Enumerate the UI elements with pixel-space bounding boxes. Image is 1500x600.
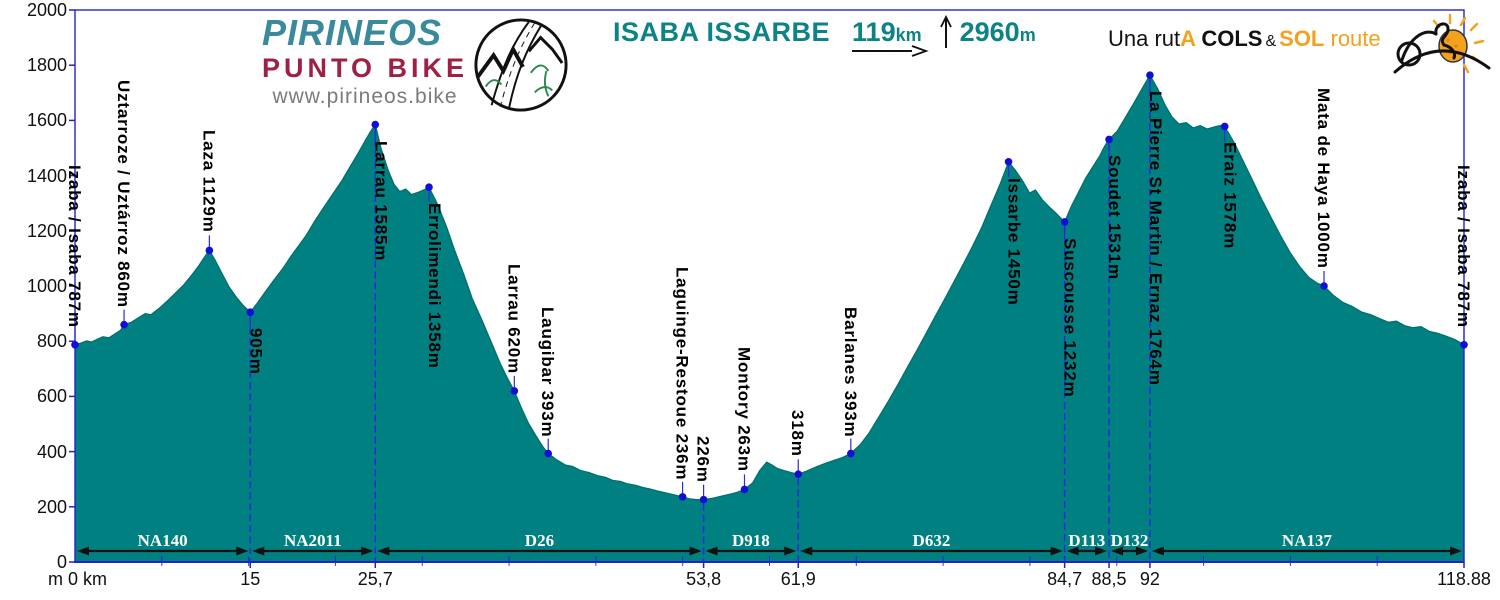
tagline-sol: SOL	[1279, 26, 1325, 51]
waypoint-marker	[1004, 158, 1013, 166]
waypoint-marker	[120, 320, 128, 329]
brand-name: PIRINEOS	[262, 12, 443, 53]
waypoint-marker	[699, 495, 708, 504]
waypoint-marker	[246, 308, 255, 317]
road-arrow-head-right	[1050, 546, 1063, 556]
road-arrow-head-right	[236, 546, 249, 556]
distance-unit: km	[895, 25, 922, 45]
road-arrow-head-right	[784, 546, 797, 556]
tagline-route: route	[1324, 26, 1381, 51]
elevation-gain-arrow-icon	[939, 15, 952, 48]
waypoint-marker	[794, 470, 803, 479]
waypoint-marker	[544, 449, 553, 458]
waypoint-marker	[425, 183, 433, 191]
tagline-accent-a: A	[1180, 26, 1196, 51]
waypoint-marker	[1060, 218, 1069, 226]
route-distance: 119km	[852, 17, 929, 57]
road-arrow-head-left	[705, 546, 718, 556]
road-arrow-head-left	[77, 546, 89, 556]
mountain-road-logo-icon	[474, 18, 568, 112]
road-arrow-head-left	[252, 546, 265, 556]
tagline-cols: COLS	[1195, 26, 1263, 51]
waypoint-marker	[1146, 71, 1154, 79]
road-arrow-head-left	[377, 546, 390, 556]
road-arrow-head-left	[1066, 546, 1079, 556]
route-title: ISABA ISSARBE	[613, 17, 831, 47]
road-arrow-head-right	[1135, 546, 1148, 556]
road-arrow-head-right	[1450, 546, 1462, 556]
brand-logo: PIRINEOS PUNTO BIKE www.pirineos.bike	[262, 14, 570, 114]
tagline-text: Una rut	[1108, 26, 1181, 51]
gain-value: 2960	[959, 17, 1020, 47]
road-arrow-head-right	[1095, 546, 1108, 556]
waypoint-marker	[1220, 122, 1229, 131]
road-arrow-head-right	[361, 546, 374, 556]
elevation-area	[75, 75, 1464, 562]
waypoint-marker	[740, 485, 749, 494]
waypoint-marker	[510, 387, 519, 395]
road-arrow-head-right	[689, 546, 702, 556]
cyclist-sun-icon	[1393, 13, 1491, 74]
brand-url: www.pirineos.bike	[272, 85, 458, 108]
road-arrow-head-left	[1151, 546, 1164, 556]
gain-unit: m	[1019, 25, 1036, 45]
waypoint-marker	[1460, 340, 1468, 349]
road-arrow-head-left	[800, 546, 813, 556]
elevation-line	[74, 73, 1465, 501]
road-arrow-head-left	[1111, 546, 1124, 556]
tagline-ampersand: &	[1265, 33, 1277, 50]
waypoint-marker	[678, 493, 687, 501]
waypoint-marker	[71, 340, 79, 349]
route-header: ISABA ISSARBE 119km 2960m	[613, 15, 1036, 57]
waypoint-marker	[847, 449, 855, 458]
tagline: Una rutA COLS & SOL route	[1108, 26, 1381, 52]
distance-value: 119	[852, 17, 896, 47]
waypoint-marker	[205, 246, 214, 255]
waypoint-marker	[1105, 135, 1113, 144]
brand-subtitle: PUNTO BIKE	[262, 53, 469, 83]
waypoint-marker	[371, 120, 380, 129]
route-elevation-gain: 2960m	[960, 17, 1036, 48]
waypoint-marker	[1320, 282, 1328, 290]
distance-arrow-icon	[852, 45, 929, 57]
